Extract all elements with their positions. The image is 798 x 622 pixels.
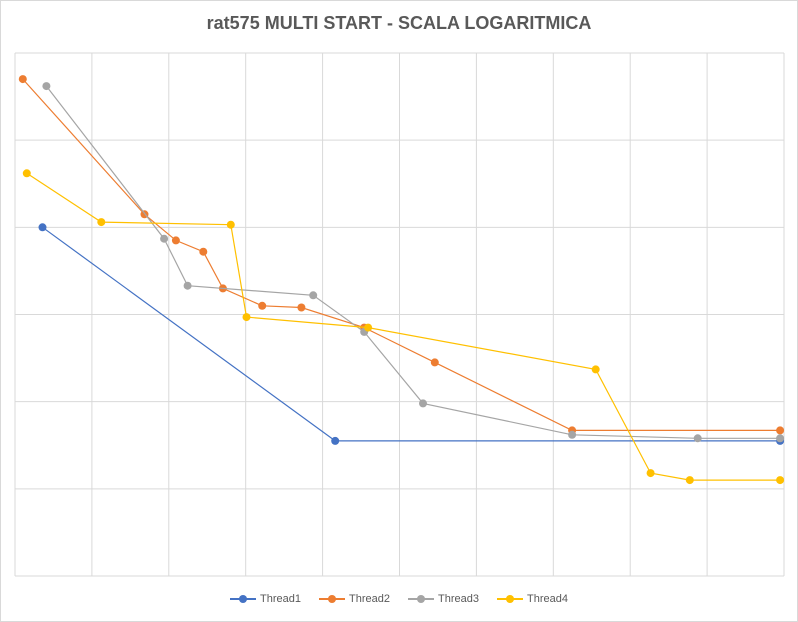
plot-area	[14, 52, 785, 577]
data-point-thread4	[242, 313, 251, 322]
legend-item-thread1: Thread1	[230, 593, 301, 605]
legend-label: Thread3	[438, 593, 479, 605]
data-point-thread2	[430, 358, 439, 367]
data-point-thread4	[685, 476, 694, 485]
data-point-thread4	[364, 323, 373, 332]
data-point-thread2	[776, 426, 785, 435]
data-point-thread1	[331, 436, 340, 445]
data-point-thread3	[42, 82, 51, 91]
legend-swatch	[319, 594, 346, 604]
legend-label: Thread4	[526, 593, 568, 605]
legend-item-thread3: Thread3	[408, 593, 479, 605]
data-point-thread3	[568, 430, 577, 439]
data-point-thread3	[776, 434, 785, 443]
data-point-thread3	[183, 281, 192, 290]
data-point-thread3	[419, 399, 427, 408]
data-point-thread4	[776, 476, 785, 485]
legend-swatch	[230, 594, 257, 604]
data-point-thread2	[171, 236, 180, 245]
data-point-thread2	[18, 75, 27, 84]
data-point-thread4	[226, 220, 235, 229]
series-line-thread3	[45, 85, 781, 439]
legend-swatch	[408, 594, 434, 604]
series-line-thread4	[26, 172, 781, 481]
data-point-thread3	[693, 434, 702, 443]
data-point-thread2	[297, 303, 306, 312]
legend-item-thread4: Thread4	[496, 593, 568, 605]
legend-label: Thread2	[349, 593, 390, 605]
data-point-thread3	[309, 291, 318, 300]
data-point-thread3	[160, 234, 169, 243]
data-point-thread4	[97, 218, 106, 227]
data-point-thread2	[258, 301, 267, 310]
legend-swatch	[496, 594, 523, 604]
legend-item-thread2: Thread2	[319, 593, 390, 605]
legend: Thread1 Thread2 Thread3 Thread4	[1, 593, 797, 605]
data-point-thread4	[591, 365, 600, 374]
data-point-thread4	[22, 169, 31, 178]
chart-title: rat575 MULTI START - SCALA LOGARITMICA	[206, 13, 592, 33]
data-point-thread2	[199, 247, 208, 256]
series-line-thread1	[42, 226, 781, 442]
data-point-thread1	[38, 223, 47, 232]
data-point-thread4	[646, 469, 655, 478]
legend-label: Thread1	[260, 593, 302, 605]
